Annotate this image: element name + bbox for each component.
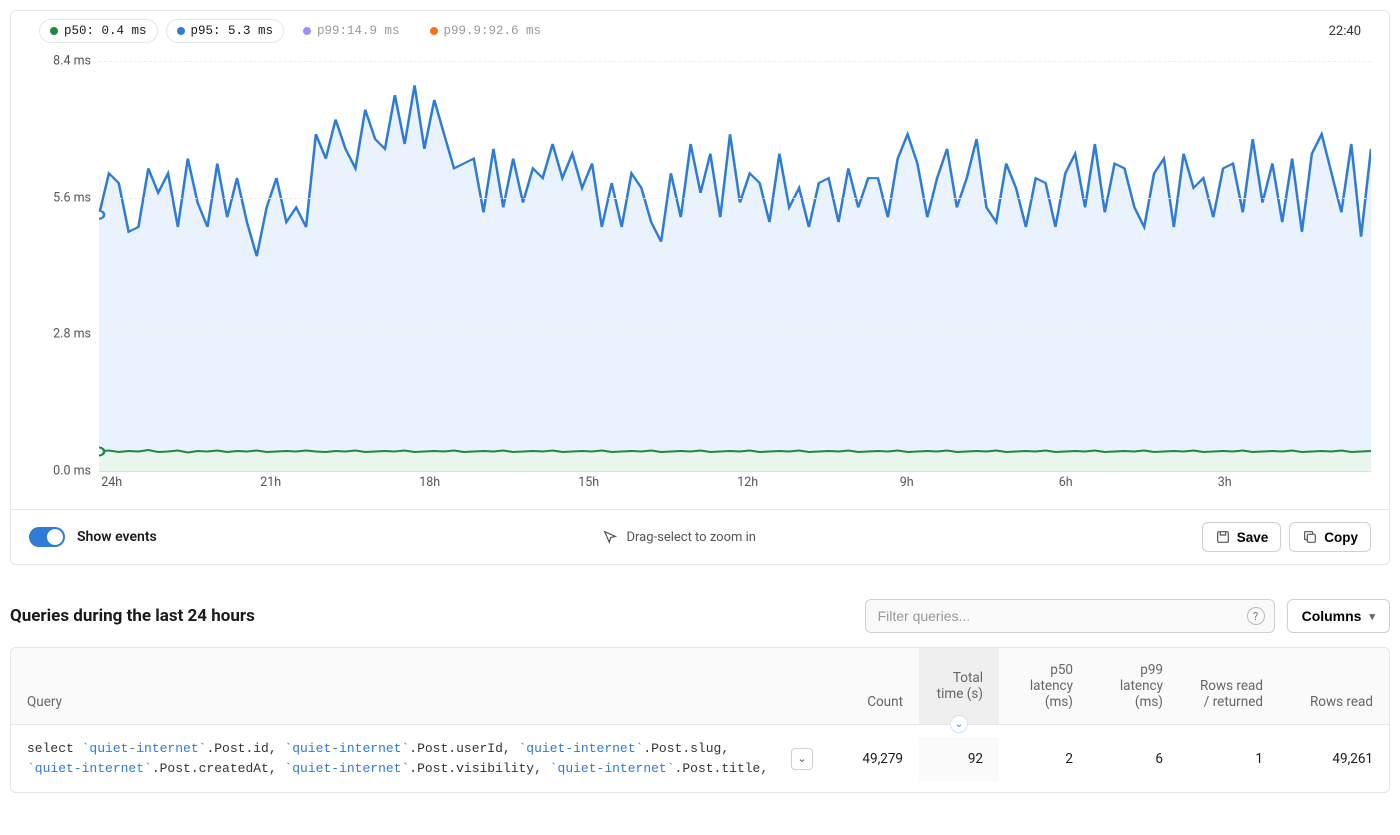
legend-dot — [177, 27, 185, 35]
area-p50 — [99, 450, 1371, 471]
x-tick-label: 3h — [1218, 475, 1232, 490]
marker-p50 — [99, 447, 104, 455]
expand-row-button[interactable]: ⌄ — [791, 748, 813, 770]
x-axis: 24h 21h 18h 15h 12h 9h 6h 3h — [99, 471, 1371, 499]
y-tick-label: 2.8 ms — [53, 327, 91, 342]
save-icon — [1215, 529, 1231, 545]
line-p50 — [99, 450, 1371, 453]
chevron-down-icon: ▾ — [1369, 610, 1375, 623]
legend-p50[interactable]: p50: 0.4 ms — [39, 19, 158, 43]
x-tick-label: 24h — [101, 475, 122, 490]
col-rows-read[interactable]: Rows read — [1279, 648, 1389, 724]
area-p95 — [99, 85, 1371, 471]
queries-title: Queries during the last 24 hours — [10, 606, 255, 626]
x-tick-label: 12h — [737, 475, 758, 490]
plot-area[interactable]: 8.4 ms5.6 ms2.8 ms0.0 ms — [99, 61, 1371, 471]
legend-dot — [50, 27, 58, 35]
x-tick-label: 21h — [260, 475, 281, 490]
legend-bar: p50: 0.4 ms p95: 5.3 ms p99:14.9 ms p99.9:9… — [11, 11, 1389, 43]
col-rows-ratio[interactable]: Rows read / returned — [1179, 648, 1279, 724]
table-row[interactable]: select `quiet-internet`.Post.id, `quiet-… — [11, 725, 1389, 792]
col-p99[interactable]: p99 latency (ms) — [1089, 648, 1179, 724]
columns-button[interactable]: Columns ▾ — [1287, 599, 1390, 633]
col-query[interactable]: Query — [11, 648, 829, 724]
chart-body[interactable]: 8.4 ms5.6 ms2.8 ms0.0 ms 24h21h18h15h12h… — [11, 43, 1389, 509]
x-tick-label: 18h — [419, 475, 440, 490]
col-p50[interactable]: p50 latency (ms) — [999, 648, 1089, 724]
zoom-hint: Drag-select to zoom in — [602, 529, 756, 545]
y-tick-label: 8.4 ms — [53, 54, 91, 69]
x-tick-label: 15h — [578, 475, 599, 490]
queries-table: Query Count Total time (s) ⌄ p50 latency… — [10, 647, 1390, 793]
chart-footer: Show events Drag-select to zoom in Save … — [11, 509, 1389, 564]
timestamp: 22:40 — [1329, 24, 1361, 39]
queries-section-header: Queries during the last 24 hours ? Colum… — [10, 599, 1390, 633]
x-tick-label: 6h — [1059, 475, 1073, 490]
cursor-icon — [602, 529, 618, 545]
cell-p50: 2 — [999, 737, 1089, 781]
cell-rows-ratio: 1 — [1179, 737, 1279, 781]
col-total-time[interactable]: Total time (s) ⌄ — [919, 648, 999, 724]
legend-p99[interactable]: p99:14.9 ms — [292, 19, 411, 43]
legend-p99.9[interactable]: p99.9:92.6 ms — [419, 19, 553, 43]
save-button[interactable]: Save — [1202, 522, 1282, 552]
latency-chart-card: p50: 0.4 ms p95: 5.3 ms p99:14.9 ms p99.9:9… — [10, 10, 1390, 565]
cell-total-time: 92 — [919, 737, 999, 781]
show-events-label: Show events — [77, 529, 157, 545]
copy-icon — [1302, 529, 1318, 545]
y-tick-label: 0.0 ms — [53, 464, 91, 479]
col-count[interactable]: Count — [829, 648, 919, 724]
x-tick-label: 9h — [900, 475, 914, 490]
cell-p99: 6 — [1089, 737, 1179, 781]
marker-p95 — [99, 211, 104, 219]
copy-button[interactable]: Copy — [1289, 522, 1371, 552]
show-events-toggle[interactable] — [29, 527, 65, 547]
query-sql: select `quiet-internet`.Post.id, `quiet-… — [27, 739, 781, 778]
help-icon[interactable]: ? — [1247, 607, 1265, 625]
table-header: Query Count Total time (s) ⌄ p50 latency… — [11, 648, 1389, 725]
chart-svg — [99, 61, 1371, 471]
sort-indicator-icon: ⌄ — [950, 715, 968, 733]
y-tick-label: 5.6 ms — [53, 190, 91, 205]
legend-p95[interactable]: p95: 5.3 ms — [166, 19, 285, 43]
filter-queries-input[interactable] — [865, 599, 1275, 633]
legend-dot — [303, 27, 311, 35]
cell-rows-read: 49,261 — [1279, 737, 1389, 781]
cell-count: 49,279 — [829, 737, 919, 781]
legend-dot — [430, 27, 438, 35]
